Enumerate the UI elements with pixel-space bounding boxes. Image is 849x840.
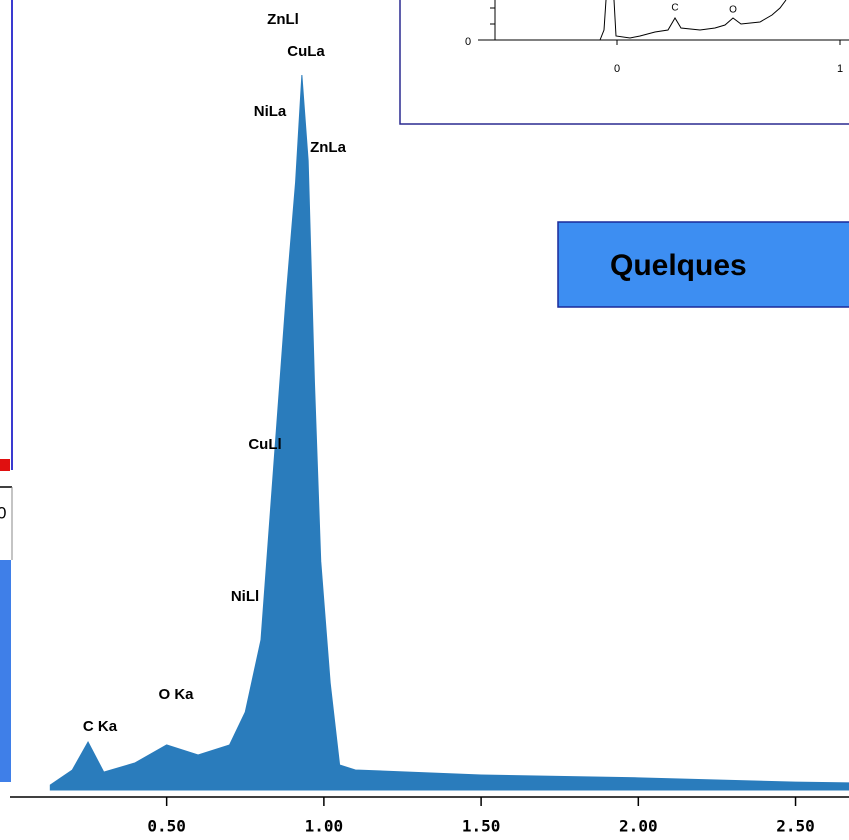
x-tick-label: 1.50 — [462, 817, 501, 836]
peak-label: NiLa — [254, 103, 287, 120]
peak-label: ZnLa — [310, 139, 346, 156]
inset-frame — [399, 0, 849, 125]
peak-label: CuLl — [248, 436, 281, 453]
peak-label: O Ka — [158, 686, 194, 703]
peak-label: ZnLl — [267, 11, 299, 28]
x-tick-label: 2.50 — [776, 817, 815, 836]
inset-y-label: 0 — [465, 36, 471, 48]
inset-x-label: 1 — [837, 63, 843, 75]
inset-x-label: 0 — [614, 63, 620, 75]
peak-label: C Ka — [83, 718, 118, 735]
peak-label: NiLl — [231, 588, 259, 605]
spectrum-chart: 0.50 1.00 1.50 2.00 2.50 ZnLl CuLa NiLa ZnLa CuLl… — [10, 11, 849, 836]
inset-peak-label: C — [671, 3, 678, 14]
x-tick-label: 1.00 — [305, 817, 344, 836]
banner — [557, 221, 849, 308]
spectrum-area — [49, 74, 849, 791]
banner-text: Quelques — [610, 249, 747, 282]
edge-text: 0 — [0, 503, 6, 522]
peak-label: CuLa — [287, 43, 325, 60]
inset-spectrum — [555, 0, 787, 41]
x-tick-label: 2.00 — [619, 817, 658, 836]
blue-fragment — [0, 560, 11, 782]
x-tick-label: 0.50 — [147, 817, 186, 836]
red-fragment — [0, 459, 10, 471]
inset-peak-label: O — [729, 5, 737, 16]
